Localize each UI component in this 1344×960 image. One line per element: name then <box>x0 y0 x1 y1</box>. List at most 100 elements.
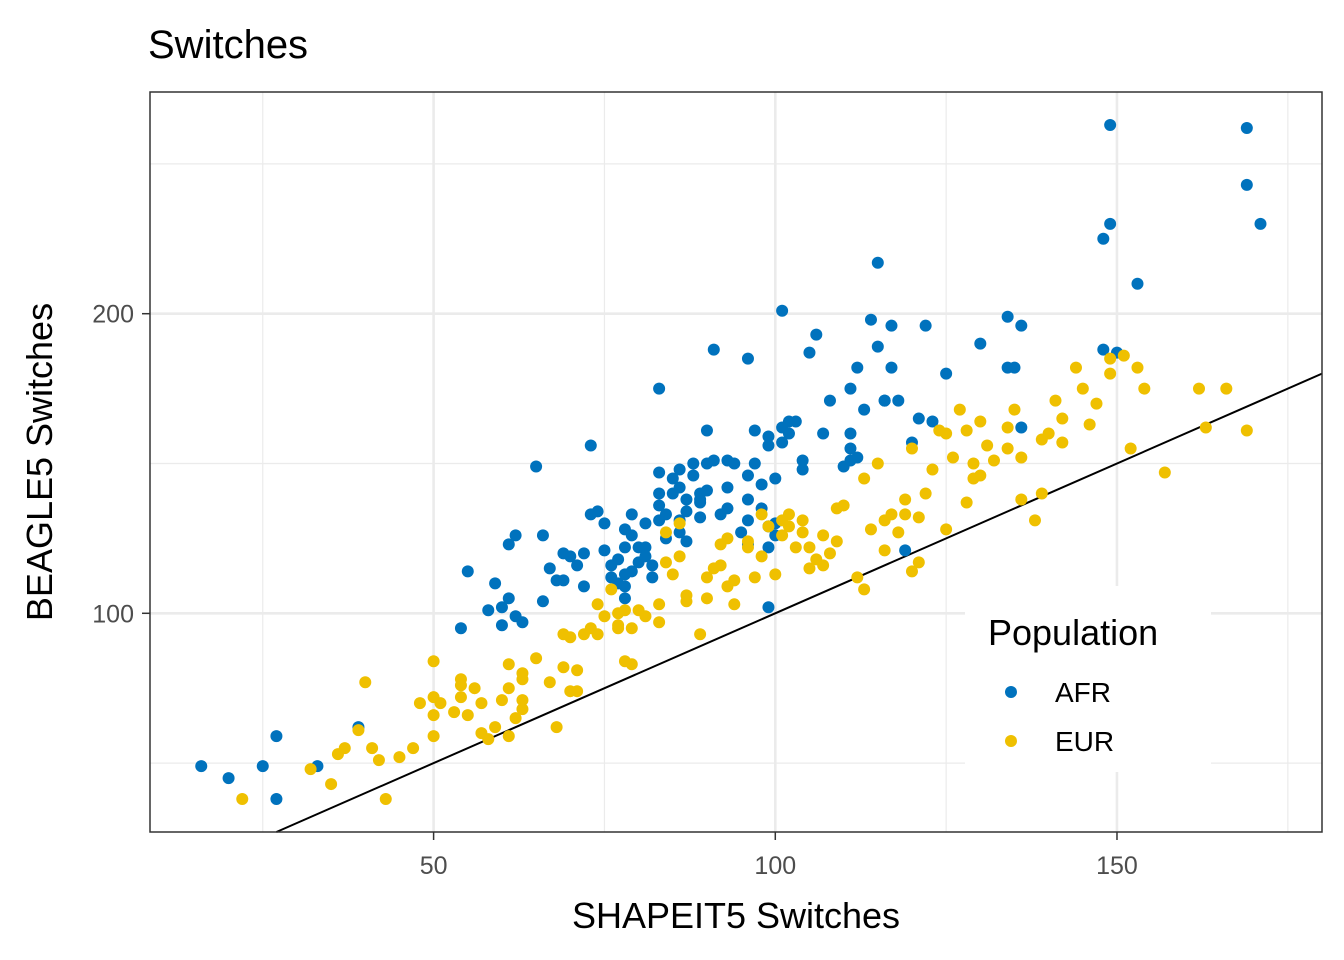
data-point-eur <box>618 604 631 617</box>
data-point-afr <box>454 622 467 635</box>
data-point-afr <box>666 472 679 485</box>
data-point-afr <box>625 508 638 521</box>
legend-title: Population <box>988 612 1158 653</box>
data-point-afr <box>871 340 884 353</box>
data-points <box>195 118 1267 806</box>
data-point-eur <box>653 616 666 629</box>
data-point-eur <box>940 523 953 536</box>
data-point-afr <box>1097 232 1110 245</box>
data-point-eur <box>741 541 754 554</box>
data-point-eur <box>1240 424 1253 437</box>
data-point-eur <box>502 682 515 695</box>
series-eur <box>236 349 1253 806</box>
data-point-afr <box>748 424 761 437</box>
data-point-eur <box>352 724 365 737</box>
y-tick-label: 100 <box>92 600 134 628</box>
data-point-eur <box>489 721 502 734</box>
data-point-afr <box>195 760 208 773</box>
data-point-afr <box>673 463 686 476</box>
data-point-eur <box>953 403 966 416</box>
data-point-afr <box>270 793 283 806</box>
data-point-eur <box>413 697 426 710</box>
data-point-eur <box>1056 412 1069 425</box>
data-point-afr <box>844 442 857 455</box>
data-point-afr <box>1097 343 1110 356</box>
data-point-eur <box>960 424 973 437</box>
data-point-afr <box>864 313 877 326</box>
data-point-afr <box>653 487 666 500</box>
data-point-afr <box>694 511 707 524</box>
data-point-afr <box>659 508 672 521</box>
data-point-eur <box>454 679 467 692</box>
data-point-afr <box>700 484 713 497</box>
data-point-eur <box>550 721 563 734</box>
data-point-afr <box>495 619 508 632</box>
data-point-afr <box>871 256 884 269</box>
data-point-afr <box>878 394 891 407</box>
data-point-afr <box>625 529 638 542</box>
x-tick-label: 50 <box>420 852 448 880</box>
data-point-eur <box>728 574 741 587</box>
data-point-afr <box>653 499 666 512</box>
data-point-eur <box>755 550 768 563</box>
data-point-eur <box>837 499 850 512</box>
data-point-eur <box>905 442 918 455</box>
data-point-eur <box>407 742 420 755</box>
data-point-afr <box>639 541 652 554</box>
data-point-eur <box>762 520 775 533</box>
plot-panel-border <box>149 91 1323 833</box>
data-point-afr <box>222 772 235 785</box>
data-point-afr <box>618 592 631 605</box>
data-point-afr <box>256 760 269 773</box>
data-point-afr <box>1008 361 1021 374</box>
data-point-eur <box>1117 349 1130 362</box>
data-point-afr <box>1001 310 1014 323</box>
reference-line-group <box>276 372 1323 833</box>
x-tick-label: 150 <box>1096 852 1138 880</box>
data-point-afr <box>1254 217 1267 230</box>
data-point-eur <box>782 508 795 521</box>
data-point-eur <box>871 457 884 470</box>
data-point-eur <box>659 526 672 539</box>
chart-title: Switches <box>148 23 308 67</box>
data-point-eur <box>1220 382 1233 395</box>
data-point-afr <box>461 565 474 578</box>
data-point-eur <box>748 571 761 584</box>
data-point-afr <box>577 580 590 593</box>
data-point-eur <box>858 472 871 485</box>
data-point-eur <box>721 532 734 545</box>
data-point-afr <box>858 403 871 416</box>
data-point-afr <box>502 538 515 551</box>
data-point-eur <box>974 415 987 428</box>
x-tick-label: 100 <box>754 852 796 880</box>
data-point-afr <box>817 427 830 440</box>
data-point-afr <box>885 361 898 374</box>
data-point-eur <box>1035 487 1048 500</box>
data-point-eur <box>605 583 618 596</box>
data-point-afr <box>851 361 864 374</box>
data-point-afr <box>721 502 734 515</box>
data-point-eur <box>659 556 672 569</box>
data-point-afr <box>762 430 775 443</box>
data-point-afr <box>639 517 652 530</box>
data-point-eur <box>1042 427 1055 440</box>
y-axis-ticks: 100 200 <box>92 301 150 628</box>
data-point-afr <box>912 412 925 425</box>
data-point-afr <box>940 367 953 380</box>
data-point-afr <box>707 454 720 467</box>
data-point-afr <box>1104 118 1117 131</box>
reference-line <box>276 372 1323 833</box>
data-point-afr <box>536 529 549 542</box>
y-tick-label: 200 <box>92 301 134 329</box>
data-point-afr <box>782 427 795 440</box>
data-point-eur <box>1056 436 1069 449</box>
data-point-afr <box>1131 277 1144 290</box>
data-point-eur <box>372 754 385 767</box>
data-point-eur <box>427 655 440 668</box>
data-point-afr <box>823 394 836 407</box>
data-point-eur <box>960 496 973 509</box>
data-point-afr <box>735 526 748 539</box>
data-point-eur <box>899 508 912 521</box>
data-point-afr <box>612 553 625 566</box>
data-point-eur <box>516 703 529 716</box>
